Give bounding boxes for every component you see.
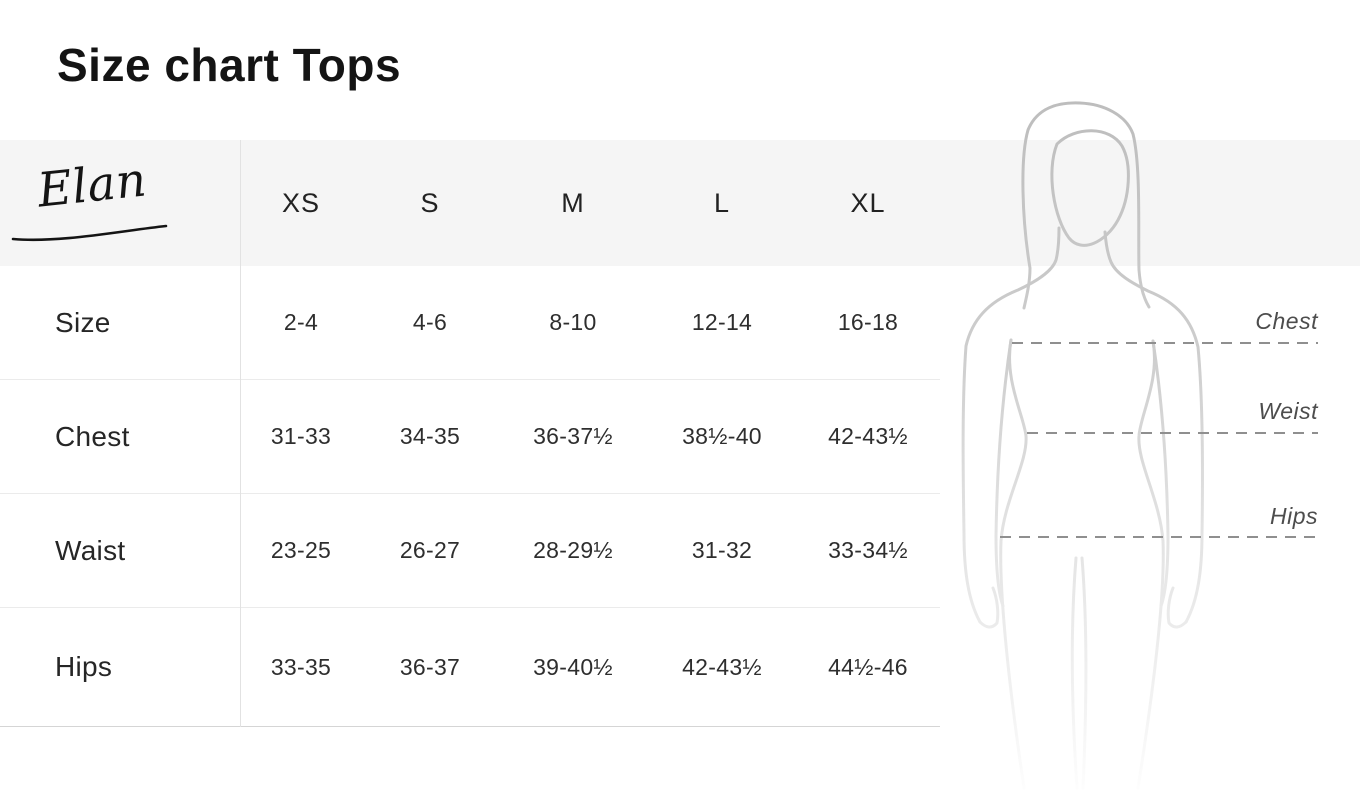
size-value: 8-10: [549, 309, 597, 335]
column-header-s: S: [420, 187, 440, 218]
chest-value: 36-37½: [533, 423, 613, 449]
table-row-hips: Hips 33-35 36-37 39-40½ 42-43½ 44½-46: [0, 608, 940, 727]
hips-value: 36-37: [399, 653, 461, 680]
size-value: 4-6: [412, 309, 448, 335]
hips-value: 44½-46: [828, 653, 908, 680]
figure-right-inner-arm: [1151, 339, 1170, 608]
column-header-xs: XS: [281, 187, 321, 218]
column-header-xl: XL: [850, 187, 886, 218]
waist-value: 26-27: [399, 537, 461, 563]
chest-value: 31-33: [270, 423, 332, 449]
hips-measure-label: Hips: [1269, 503, 1318, 529]
table-row-waist: Waist 23-25 26-27 28-29½ 31-32 33-34½: [0, 494, 940, 608]
figure-inner-left-leg: [1070, 556, 1079, 790]
table-column-divider: [240, 140, 241, 727]
figure-right-neck-shoulder-arm: [1103, 230, 1205, 624]
brand-logo-text: Elan: [35, 152, 149, 219]
chest-measure-label: Chest: [1255, 308, 1318, 334]
size-table: Elan XS S M L XL Size 2-4 4-6 8-10 12-14…: [0, 140, 940, 727]
figure-right-hand: [1166, 586, 1188, 629]
page-title: Size chart Tops: [57, 39, 402, 91]
column-header-l: L: [713, 187, 731, 218]
row-label-size: Size: [55, 306, 111, 338]
waist-measure-label: Weist: [1258, 398, 1318, 424]
figure-left-torso-leg: [999, 338, 1028, 790]
waist-value: 23-25: [270, 537, 332, 563]
chest-value: 38½-40: [682, 423, 762, 449]
table-header-row: Elan XS S M L XL: [0, 140, 940, 266]
row-label-waist: Waist: [55, 534, 126, 566]
hips-value: 33-35: [270, 653, 332, 680]
brand-logo: Elan: [0, 140, 240, 266]
hips-value: 39-40½: [533, 653, 613, 680]
chest-value: 42-43½: [828, 423, 908, 449]
column-header-m: M: [561, 187, 585, 218]
table-row-size: Size 2-4 4-6 8-10 12-14 16-18: [0, 266, 940, 380]
size-value: 16-18: [837, 309, 899, 335]
size-value: 2-4: [283, 309, 319, 335]
size-value: 12-14: [691, 309, 753, 335]
row-label-chest: Chest: [55, 420, 130, 452]
figure-inner-right-leg: [1080, 556, 1088, 790]
waist-value: 28-29½: [533, 537, 613, 563]
waist-value: 31-32: [691, 537, 753, 563]
row-label-hips: Hips: [55, 651, 113, 682]
chest-value: 34-35: [399, 423, 461, 449]
table-row-chest: Chest 31-33 34-35 36-37½ 38½-40 42-43½: [0, 380, 940, 494]
waist-value: 33-34½: [828, 537, 908, 563]
figure-left-inner-arm: [994, 338, 1013, 608]
figure-left-neck-shoulder-arm: [961, 226, 1061, 624]
brand-logo-underline: [11, 224, 168, 242]
hips-value: 42-43½: [682, 653, 762, 680]
figure-left-hand: [978, 586, 1000, 629]
figure-right-torso-leg: [1136, 339, 1165, 790]
